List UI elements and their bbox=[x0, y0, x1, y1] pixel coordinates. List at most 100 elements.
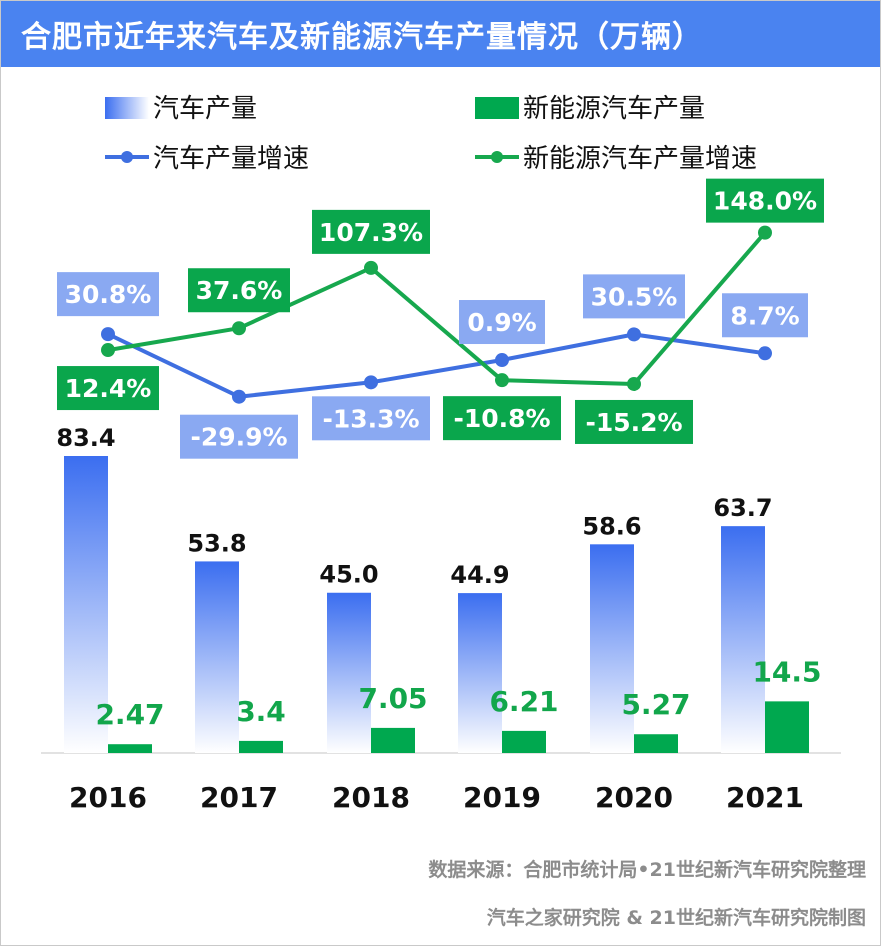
point-label-text-nev-growth-2021: 148.0% bbox=[713, 187, 817, 216]
legend-item-nev-production[interactable]: 新能源汽车产量 bbox=[475, 94, 705, 124]
legend-label-nev-production: 新能源汽车产量 bbox=[523, 94, 705, 124]
bar-car-production-2016[interactable] bbox=[64, 456, 108, 753]
lines-layer bbox=[101, 225, 772, 404]
data-label-nev-production-2017: 3.4 bbox=[236, 695, 286, 728]
legend-item-car-growth[interactable]: 汽车产量增速 bbox=[105, 144, 309, 174]
bar-nev-production-2019[interactable] bbox=[502, 730, 546, 753]
title-bar: 合肥市近年来汽车及新能源汽车产量情况（万辆） bbox=[1, 1, 880, 67]
legend-swatch-nev-production bbox=[475, 97, 519, 119]
point-label-car-growth-2017: -29.9% bbox=[180, 414, 298, 459]
bar-nev-production-2018[interactable] bbox=[371, 727, 415, 753]
point-label-bg-nev-growth-2019 bbox=[443, 396, 561, 441]
chart-title: 合肥市近年来汽车及新能源汽车产量情况（万辆） bbox=[21, 20, 703, 55]
point-label-text-car-growth-2021: 8.7% bbox=[730, 301, 799, 330]
x-tick-label-2019: 2019 bbox=[463, 781, 541, 814]
point-label-nev-growth-2019: -10.8% bbox=[443, 396, 561, 441]
data-label-car-production-2019: 44.9 bbox=[450, 561, 509, 589]
legend-label-nev-growth: 新能源汽车产量增速 bbox=[523, 144, 757, 174]
point-label-car-growth-2020: 30.5% bbox=[583, 274, 685, 319]
point-nev-growth-2017[interactable] bbox=[232, 321, 246, 336]
point-label-car-growth-2016: 30.8% bbox=[57, 272, 159, 317]
point-car-growth-2016[interactable] bbox=[101, 327, 115, 342]
point-label-car-growth-2018: -13.3% bbox=[312, 396, 430, 441]
point-label-car-growth-2019: 0.9% bbox=[459, 300, 545, 345]
x-tick-label-2017: 2017 bbox=[200, 781, 278, 814]
source-line-2: 汽车之家研究院 & 21世纪新汽车研究院制图 bbox=[486, 907, 866, 929]
point-label-text-car-growth-2018: -13.3% bbox=[322, 404, 419, 433]
point-label-bg-nev-growth-2016 bbox=[57, 366, 159, 411]
point-label-car-growth-2021: 8.7% bbox=[722, 293, 808, 338]
data-label-nev-production-2019: 6.21 bbox=[489, 685, 558, 718]
point-label-text-nev-growth-2019: -10.8% bbox=[453, 404, 550, 433]
point-nev-growth-2018[interactable] bbox=[364, 260, 378, 275]
data-label-car-production-2016: 83.4 bbox=[56, 424, 115, 452]
line-car-growth bbox=[107, 332, 766, 399]
point-label-nev-growth-2021: 148.0% bbox=[706, 178, 824, 223]
point-label-text-nev-growth-2020: -15.2% bbox=[585, 408, 682, 437]
bar-nev-production-2021[interactable] bbox=[765, 701, 809, 753]
point-label-bg-nev-growth-2018 bbox=[312, 209, 430, 254]
point-label-nev-growth-2016: 12.4% bbox=[57, 366, 159, 411]
point-label-bg-nev-growth-2017 bbox=[188, 268, 290, 313]
data-label-nev-production-2021: 14.5 bbox=[752, 655, 821, 688]
point-nev-growth-2019[interactable] bbox=[495, 373, 509, 388]
point-label-text-car-growth-2016: 30.8% bbox=[65, 280, 152, 309]
point-car-growth-2018[interactable] bbox=[364, 375, 378, 390]
point-car-growth-2017[interactable] bbox=[232, 389, 246, 404]
point-label-nev-growth-2020: -15.2% bbox=[575, 399, 693, 444]
point-label-bg-car-growth-2021 bbox=[722, 293, 808, 338]
point-label-text-car-growth-2019: 0.9% bbox=[467, 308, 536, 337]
point-label-text-nev-growth-2017: 37.6% bbox=[196, 276, 283, 305]
x-tick-label-2020: 2020 bbox=[595, 781, 673, 814]
point-label-bg-nev-growth-2020 bbox=[575, 399, 693, 444]
point-nev-growth-2020[interactable] bbox=[627, 376, 641, 391]
bar-car-production-2019[interactable] bbox=[458, 593, 502, 753]
point-car-growth-2019[interactable] bbox=[495, 353, 509, 368]
legend-marker-nev-growth bbox=[491, 151, 503, 163]
data-label-nev-production-2018: 7.05 bbox=[358, 682, 427, 715]
point-label-nev-growth-2017: 37.6% bbox=[188, 268, 290, 313]
data-label-car-production-2020: 58.6 bbox=[582, 512, 641, 540]
legend-item-car-production[interactable]: 汽车产量 bbox=[105, 94, 257, 124]
point-label-text-nev-growth-2018: 107.3% bbox=[319, 218, 423, 247]
point-label-bg-car-growth-2018 bbox=[312, 396, 430, 441]
bar-nev-production-2016[interactable] bbox=[108, 744, 152, 753]
point-nev-growth-2016[interactable] bbox=[101, 343, 115, 358]
data-label-car-production-2017: 53.8 bbox=[187, 529, 246, 557]
bar-car-production-2020[interactable] bbox=[590, 544, 634, 753]
x-tick-label-2018: 2018 bbox=[332, 781, 410, 814]
point-label-bg-nev-growth-2021 bbox=[706, 178, 824, 223]
point-nev-growth-2021[interactable] bbox=[758, 225, 772, 240]
point-label-nev-growth-2018: 107.3% bbox=[312, 209, 430, 254]
point-label-bg-car-growth-2020 bbox=[583, 274, 685, 319]
point-car-growth-2020[interactable] bbox=[627, 327, 641, 342]
legend-marker-car-growth bbox=[121, 151, 133, 163]
legend-label-car-production: 汽车产量 bbox=[153, 94, 257, 124]
point-label-bg-car-growth-2019 bbox=[459, 300, 545, 345]
legend-label-car-growth: 汽车产量增速 bbox=[153, 144, 309, 174]
data-label-car-production-2018: 45.0 bbox=[319, 561, 378, 589]
bar-nev-production-2017[interactable] bbox=[239, 740, 283, 753]
point-label-bg-car-growth-2017 bbox=[180, 414, 298, 459]
bar-car-production-2021[interactable] bbox=[721, 526, 765, 753]
x-tick-label-2021: 2021 bbox=[726, 781, 804, 814]
legend: 汽车产量 新能源汽车产量 汽车产量增速 新能源汽车产量增速 bbox=[105, 94, 757, 174]
point-label-text-car-growth-2020: 30.5% bbox=[591, 282, 678, 311]
x-tick-label-2016: 2016 bbox=[69, 781, 147, 814]
bar-nev-production-2020[interactable] bbox=[634, 734, 678, 753]
legend-swatch-car-production bbox=[105, 97, 149, 119]
labels-layer: 83.4 2.47 53.8 3.4 45.0 7.05 44.9 6.21 58.6 5.27 6… bbox=[56, 178, 824, 731]
point-label-text-nev-growth-2016: 12.4% bbox=[65, 374, 152, 403]
point-car-growth-2021[interactable] bbox=[758, 346, 772, 361]
point-label-text-car-growth-2017: -29.9% bbox=[190, 423, 287, 452]
bar-car-production-2017[interactable] bbox=[195, 561, 239, 753]
source-line-1: 数据来源：合肥市统计局•21世纪新汽车研究院整理 bbox=[428, 859, 866, 881]
bar-car-production-2018[interactable] bbox=[327, 592, 371, 753]
point-label-bg-car-growth-2016 bbox=[57, 272, 159, 317]
bars-layer bbox=[64, 456, 809, 753]
x-tick-labels: 2016 2017 2018 2019 2020 2021 bbox=[69, 781, 804, 814]
data-label-car-production-2021: 63.7 bbox=[713, 494, 772, 522]
legend-item-nev-growth[interactable]: 新能源汽车产量增速 bbox=[475, 144, 757, 174]
data-label-nev-production-2016: 2.47 bbox=[95, 698, 164, 731]
